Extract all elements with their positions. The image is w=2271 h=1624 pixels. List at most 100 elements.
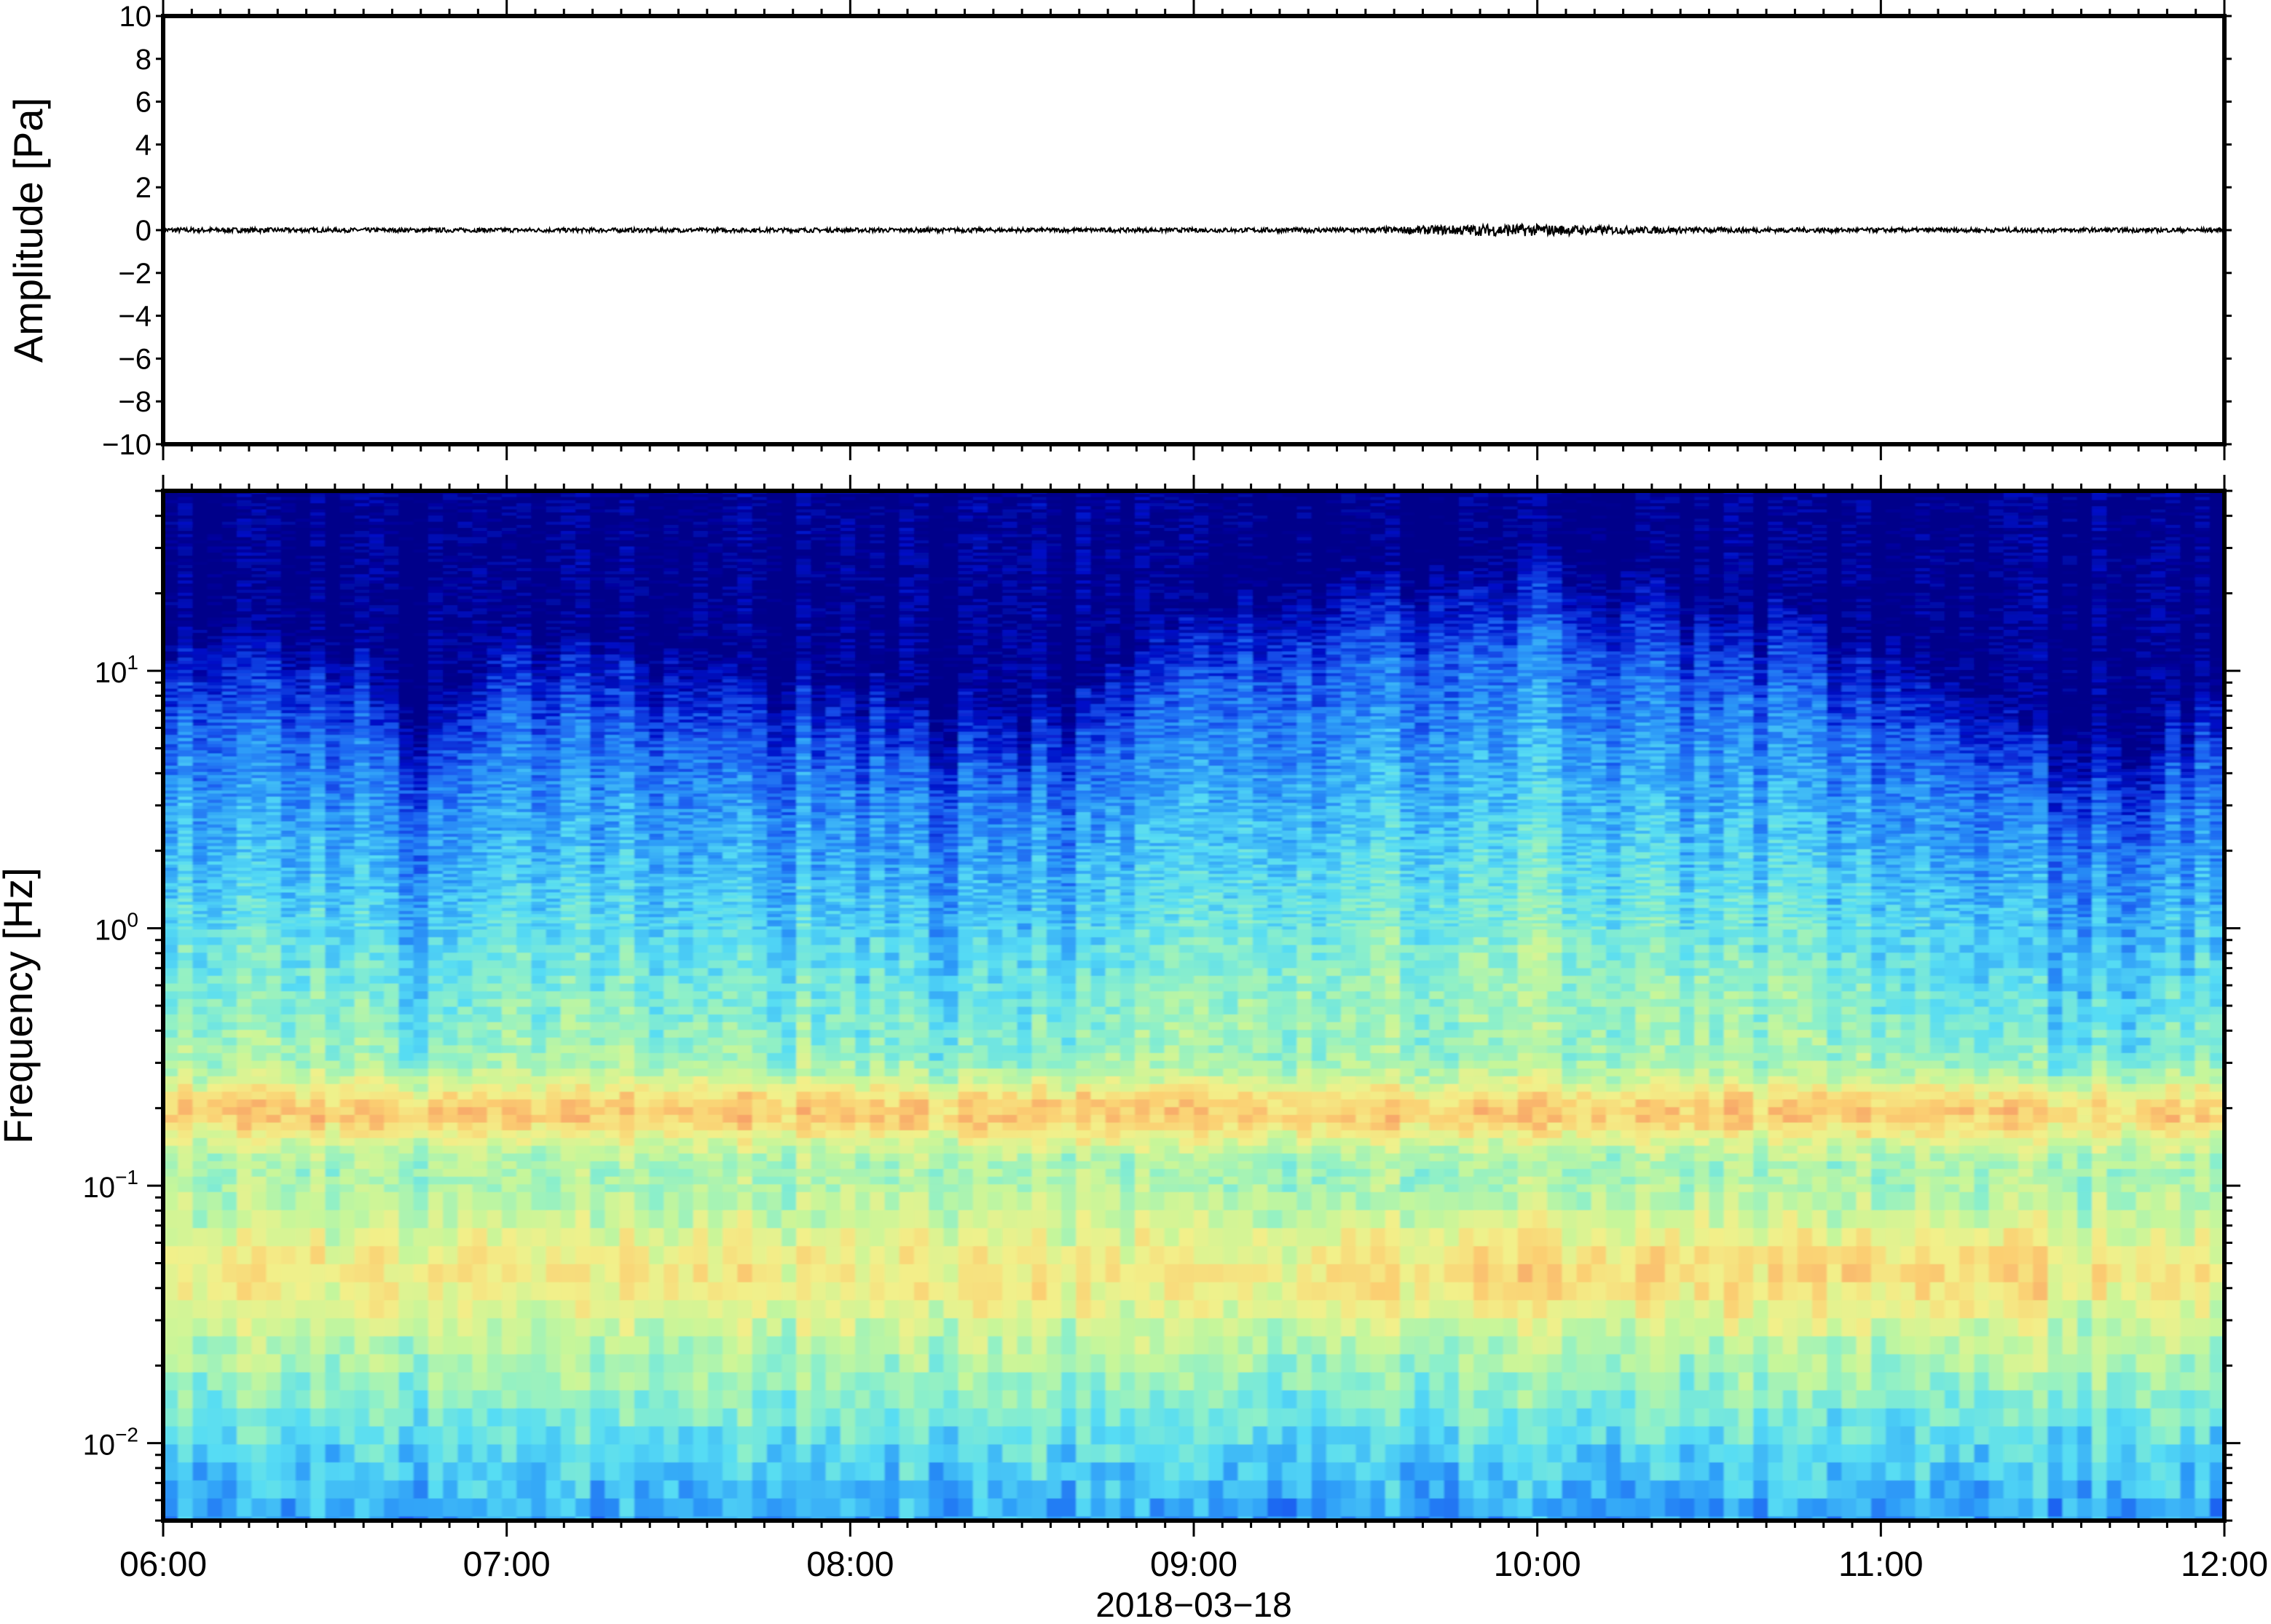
spectrogram-cell [516, 695, 532, 698]
spectrogram-cell [472, 874, 488, 878]
spectrogram-cell [192, 827, 208, 832]
spectrogram-cell [413, 747, 429, 752]
spectrogram-cell [413, 1037, 429, 1046]
spectrogram-cell [339, 701, 355, 705]
spectrogram-cell [295, 512, 311, 516]
spectrogram-cell [369, 855, 385, 859]
spectrogram-cell [280, 658, 296, 662]
spectrogram-cell [487, 666, 503, 671]
spectrogram-cell [428, 898, 444, 902]
spectrogram-cell [266, 923, 282, 927]
spectrogram-cell [384, 772, 400, 776]
spectrogram-cell [354, 775, 370, 779]
spectrogram-cell [295, 960, 311, 969]
spectrogram-cell [472, 719, 488, 723]
spectrogram-cell [369, 880, 385, 884]
spectrogram-cell [398, 725, 414, 730]
spectrogram-cell [192, 790, 208, 795]
spectrogram-cell [178, 867, 194, 872]
spectrogram-cell [310, 840, 326, 844]
spectrogram-cell [457, 521, 473, 526]
spectrogram-cell [443, 552, 459, 556]
spectrogram-cell [221, 880, 237, 884]
spectrogram-cell [237, 608, 253, 612]
spectrogram-cell [178, 1444, 194, 1463]
spectrogram-cell [178, 719, 194, 723]
spectrogram-cell [178, 1138, 194, 1147]
spectrogram-cell [384, 1138, 400, 1147]
spectrogram-cell [443, 849, 459, 854]
spectrogram-cell [207, 768, 223, 773]
spectrogram-cell [178, 1246, 194, 1265]
spectrogram-cell [487, 722, 503, 727]
spectrogram-cell [501, 741, 517, 745]
spectrogram-cell [178, 920, 194, 924]
spectrogram-cell [178, 1480, 194, 1499]
spectrogram-cell [163, 1146, 178, 1154]
spectrogram-cell [178, 892, 194, 896]
spectrogram-cell [163, 602, 178, 606]
spectrogram-cell [398, 1408, 414, 1427]
spectrogram-cell [192, 855, 208, 859]
spectrogram-cell [501, 805, 517, 810]
spectrogram-cell [251, 577, 267, 581]
spectrogram-cell [413, 1022, 429, 1030]
spectrogram-cell [384, 998, 400, 1008]
spectrogram-cell [221, 577, 237, 581]
spectrogram-cell [163, 852, 178, 856]
spectrogram-cell [163, 722, 178, 727]
spectrogram-cell [443, 620, 459, 625]
spectrogram-cell [501, 617, 517, 621]
spectrogram-cell [237, 666, 253, 671]
spectrogram-cell [413, 1444, 429, 1463]
spectrogram-cell [369, 614, 385, 618]
spectrogram-cell [251, 552, 267, 556]
spectrogram-cell [457, 639, 473, 643]
spectrogram-cell [398, 753, 414, 757]
spectrogram-cell [251, 775, 267, 779]
spectrogram-cell [237, 1099, 253, 1108]
spectrogram-cell [280, 960, 296, 969]
spectrogram-cell [266, 907, 282, 912]
spectrogram-cell [325, 549, 341, 553]
spectrogram-cell [369, 682, 385, 686]
spectrogram-cell [221, 1006, 237, 1015]
spectrogram-cell [295, 540, 311, 544]
spectrogram-cell [207, 1390, 223, 1409]
spectrogram-cell [339, 886, 355, 890]
spectrogram-cell [221, 549, 237, 553]
spectrogram-cell [384, 983, 400, 992]
spectrogram-cell [443, 1408, 459, 1427]
spectrogram-cell [501, 1462, 517, 1481]
spectrogram-cell [325, 1228, 341, 1247]
spectrogram-cell [266, 892, 282, 896]
spectrogram-cell [501, 688, 517, 693]
spectrogram-cell [251, 1045, 267, 1054]
spectrogram-cell [516, 682, 532, 686]
spectrogram-cell [516, 784, 532, 788]
spectrogram-cell [487, 926, 503, 931]
spectrogram-cell [192, 735, 208, 739]
spectrogram-cell [207, 666, 223, 671]
spectrogram-cell [192, 760, 208, 764]
spectrogram-cell [266, 920, 282, 924]
spectrogram-cell [280, 867, 296, 872]
spectrogram-cell [354, 574, 370, 578]
spectrogram-cell [472, 765, 488, 770]
spectrogram-cell [443, 983, 459, 992]
spectrogram-cell [472, 895, 488, 899]
spectrogram-cell [251, 642, 267, 646]
spectrogram-cell [339, 907, 355, 912]
spectrogram-cell [163, 661, 178, 665]
spectrogram-cell [310, 1045, 326, 1054]
spectrogram-cell [280, 509, 296, 513]
spectrogram-cell [207, 673, 223, 677]
spectrogram-cell [398, 716, 414, 720]
spectrogram-cell [163, 710, 178, 714]
spectrogram-cell [295, 1390, 311, 1409]
spectrogram-cell [310, 611, 326, 615]
spectrogram-cell [192, 580, 208, 584]
spectrogram-cell [487, 904, 503, 909]
spectrogram-cell [457, 910, 473, 915]
spectrogram-cell [295, 852, 311, 856]
